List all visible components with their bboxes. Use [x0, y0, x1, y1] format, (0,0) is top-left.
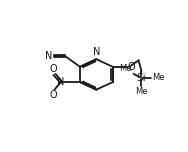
Text: Si: Si [137, 73, 146, 83]
Text: O: O [50, 90, 58, 100]
Text: Me: Me [152, 73, 165, 82]
Text: N: N [93, 47, 100, 57]
Text: N: N [45, 51, 52, 61]
Text: Me: Me [135, 87, 148, 96]
Text: O: O [128, 62, 135, 72]
Text: Me: Me [119, 64, 131, 73]
Text: N: N [57, 77, 65, 87]
Text: O: O [50, 64, 58, 74]
